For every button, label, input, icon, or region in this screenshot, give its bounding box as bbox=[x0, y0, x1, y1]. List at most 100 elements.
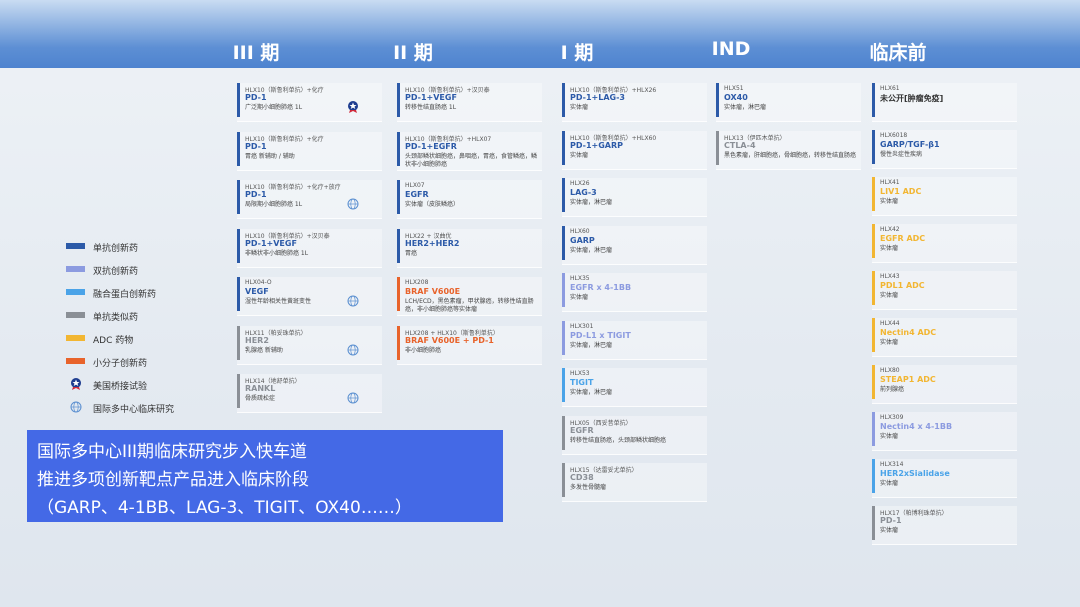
drug-target: PD-1+LAG-3 bbox=[570, 93, 625, 102]
drug-target: PDL1 ADC bbox=[880, 281, 925, 290]
drug-name: HLX22 + 汉曲优 bbox=[405, 232, 452, 240]
drug-target: Nectin4 ADC bbox=[880, 328, 937, 337]
card-color-bar bbox=[716, 83, 719, 117]
card-color-bar bbox=[872, 318, 875, 352]
indication: 实体瘤 bbox=[570, 294, 589, 301]
drug-name: HLX6018 bbox=[880, 132, 908, 139]
drug-target: STEAP1 ADC bbox=[880, 375, 936, 384]
intl-icon bbox=[70, 401, 82, 413]
indication: 非鳞状非小细胞肺癌 1L bbox=[245, 249, 309, 257]
card-color-bar bbox=[872, 506, 875, 540]
drug-name: HLX17（帕博利珠单抗） bbox=[880, 510, 948, 517]
header-band bbox=[0, 0, 1080, 68]
drug-target: LAG-3 bbox=[570, 188, 597, 197]
card-color-bar bbox=[397, 83, 400, 117]
pipeline-card: HLX80 STEAP1 ADC 前列腺癌 bbox=[872, 365, 1017, 404]
card-color-bar bbox=[237, 325, 240, 360]
card-color-bar bbox=[872, 224, 875, 258]
drug-target: PD-1+EGFR bbox=[405, 141, 457, 151]
drug-target: PD-1+GARP bbox=[570, 140, 624, 150]
drug-target: RANKL bbox=[245, 384, 276, 393]
card-color-bar bbox=[562, 225, 565, 260]
pipeline-card: HLX14（地舒单抗） RANKL 骨质疏松症 bbox=[237, 374, 382, 413]
card-color-bar bbox=[237, 83, 240, 117]
pipeline-card: HLX42 EGFR ADC 实体瘤 bbox=[872, 224, 1017, 263]
intl-icon bbox=[347, 344, 359, 355]
legend-label: 双抗创新药 bbox=[93, 267, 139, 277]
pipeline-card: HLX6018 GARP/TGF-β1 慢性炎症性疾病 bbox=[872, 130, 1017, 169]
drug-name: HLX10（斯鲁利单抗）+HLX26 bbox=[570, 87, 657, 94]
drug-target: HER2xSialidase bbox=[880, 469, 950, 478]
indication: 实体瘤 bbox=[880, 339, 899, 346]
legend-item: 国际多中心临床研究 bbox=[66, 401, 226, 415]
card-color-bar bbox=[237, 374, 240, 408]
drug-name: HLX61 bbox=[880, 85, 900, 92]
pipeline-card: HLX15（达雷妥尤单抗） CD38 多发性骨髓瘤 bbox=[562, 463, 707, 502]
drug-target: TIGIT bbox=[570, 378, 594, 387]
banner: 国际多中心III期临床研究步入快车道 推进多项创新靶点产品进入临床阶段 （GARP、… bbox=[27, 430, 503, 522]
pipeline-card: HLX44 Nectin4 ADC 实体瘤 bbox=[872, 318, 1017, 357]
legend-swatch bbox=[66, 312, 85, 318]
card-color-bar bbox=[397, 277, 400, 311]
pipeline-card: HLX05（西妥昔单抗） EGFR 转移性结直肠癌，头颈部鳞状细胞癌 bbox=[562, 415, 707, 455]
pipeline-card: HLX10（斯鲁利单抗）+汉贝泰 PD-1+VEGF 非鳞状非小细胞肺癌 1L bbox=[237, 228, 382, 268]
drug-name: HLX301 bbox=[570, 322, 594, 330]
pipeline-card: HLX61 未公开[肿瘤免疫] bbox=[872, 83, 1017, 122]
drug-name: HLX44 bbox=[880, 320, 900, 327]
indication: 实体瘤 bbox=[880, 245, 899, 252]
indication: 实体瘤，淋巴瘤 bbox=[570, 341, 613, 349]
drug-name: HLX10（斯鲁利单抗）+汉贝泰 bbox=[405, 87, 490, 94]
drug-target: EGFR bbox=[405, 190, 429, 199]
card-color-bar bbox=[562, 368, 565, 402]
card-color-bar bbox=[237, 277, 240, 311]
intl-icon bbox=[347, 198, 359, 210]
legend-swatch bbox=[66, 266, 85, 272]
indication: 乳腺癌 新辅助 bbox=[245, 346, 283, 354]
legend-swatch bbox=[66, 289, 85, 295]
drug-target: PD-1+VEGF bbox=[245, 238, 297, 248]
drug-target: CD38 bbox=[570, 473, 594, 482]
legend-label: 融合蛋白创新药 bbox=[93, 290, 157, 300]
indication: 实体瘤 bbox=[570, 151, 589, 159]
drug-target: 未公开[肿瘤免疫] bbox=[880, 94, 944, 103]
legend-item: ADC 药物 bbox=[66, 333, 226, 346]
indication: 实体瘤 bbox=[570, 104, 589, 111]
card-color-bar bbox=[872, 177, 875, 211]
indication: 实体瘤，淋巴瘤 bbox=[570, 246, 613, 254]
drug-name: HLX10（斯鲁利单抗）+化疗 bbox=[245, 87, 324, 94]
indication: 前列腺癌 bbox=[880, 386, 905, 393]
pipeline-card: HLX51 OX40 实体瘤，淋巴瘤 bbox=[716, 83, 861, 122]
drug-target: PD-1 bbox=[245, 141, 267, 151]
indication: 黑色素瘤，肝细胞癌，骨细胞癌，转移性结直肠癌 bbox=[724, 151, 857, 159]
card-color-bar bbox=[562, 273, 565, 307]
phase-title: I 期 bbox=[560, 42, 594, 64]
indication: LCH/ECD，黑色素瘤，甲状腺癌，转移性结直肠癌，非小细胞肺癌等实体瘤 bbox=[405, 298, 534, 313]
pipeline-card: HLX43 PDL1 ADC 实体瘤 bbox=[872, 271, 1017, 310]
pipeline-card: HLX10（斯鲁利单抗）+化疗 PD-1 胃癌 新辅助 / 辅助 bbox=[237, 131, 382, 171]
drug-name: HLX05（西妥昔单抗） bbox=[570, 419, 632, 427]
intl-icon bbox=[347, 295, 359, 307]
banner-line: （GARP、4-1BB、LAG-3、TIGIT、OX40……） bbox=[37, 498, 412, 518]
drug-name: HLX26 bbox=[570, 180, 590, 187]
indication: 实体瘤，淋巴瘤 bbox=[570, 389, 613, 396]
indication: 胃癌 新辅助 / 辅助 bbox=[245, 152, 295, 160]
legend-label: ADC 药物 bbox=[93, 336, 134, 346]
drug-name: HLX10（斯鲁利单抗）+HLX07 bbox=[405, 135, 492, 143]
indication: 头颈部鳞状细胞癌，鼻咽癌，胃癌，食管鳞癌，鳞状非小细胞肺癌 bbox=[405, 152, 538, 168]
drug-name: HLX10（斯鲁利单抗）+化疗+放疗 bbox=[245, 184, 341, 191]
bridge-icon bbox=[71, 378, 81, 390]
card-color-bar bbox=[397, 180, 400, 214]
legend-swatch bbox=[66, 335, 85, 341]
drug-target: PD-1 bbox=[245, 190, 267, 199]
indication: 胃癌 bbox=[405, 249, 418, 257]
pipeline-card: HLX11（帕妥珠单抗） HER2 乳腺癌 新辅助 bbox=[237, 325, 382, 365]
drug-target: LIV1 ADC bbox=[880, 187, 922, 196]
pipeline-card: HLX04-O VEGF 湿性年龄相关性黄斑变性 bbox=[237, 277, 382, 316]
drug-target: HER2 bbox=[245, 335, 269, 345]
card-color-bar bbox=[872, 412, 875, 446]
indication: 局限期小细胞肺癌 1L bbox=[245, 201, 303, 208]
drug-target: EGFR ADC bbox=[880, 234, 926, 243]
drug-name: HLX51 bbox=[724, 85, 744, 92]
indication: 骨质疏松症 bbox=[245, 395, 276, 402]
pipeline-card: HLX10（斯鲁利单抗）+化疗+放疗 PD-1 局限期小细胞肺癌 1L bbox=[237, 180, 382, 219]
